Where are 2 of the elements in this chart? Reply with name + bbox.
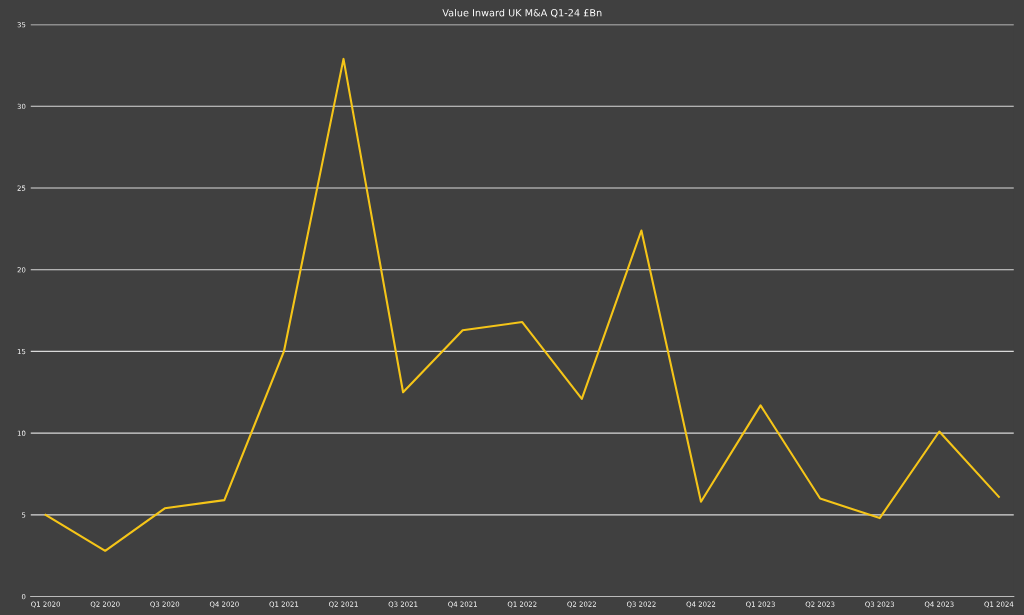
chart-title: Value Inward UK M&A Q1-24 £Bn — [442, 8, 602, 18]
line-series — [44, 57, 1000, 552]
